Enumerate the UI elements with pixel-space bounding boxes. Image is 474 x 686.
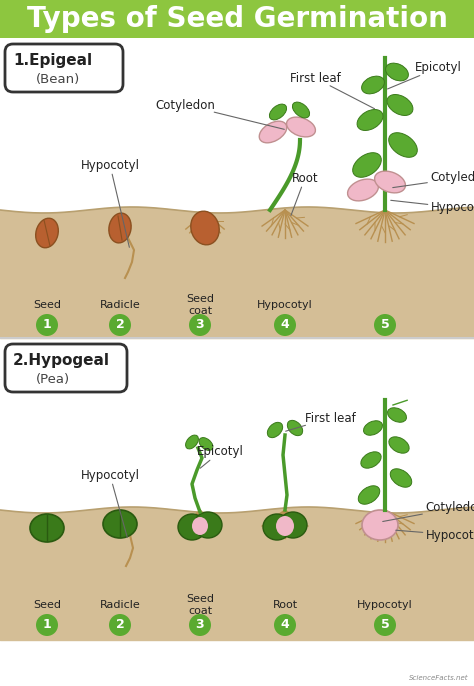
Text: Epicotyl: Epicotyl (388, 62, 461, 89)
Ellipse shape (357, 110, 383, 130)
Text: Root: Root (291, 172, 319, 215)
Circle shape (374, 314, 396, 336)
Bar (0, 38, 474, 338)
Circle shape (36, 614, 58, 636)
Ellipse shape (287, 117, 315, 137)
Ellipse shape (387, 95, 413, 115)
Ellipse shape (263, 514, 291, 540)
Ellipse shape (390, 469, 412, 487)
Text: 5: 5 (381, 619, 389, 632)
Ellipse shape (347, 179, 378, 201)
Text: First leaf: First leaf (286, 412, 356, 431)
Bar (0, 390, 474, 686)
Ellipse shape (358, 486, 380, 504)
Bar (0, 338, 474, 390)
Text: Hypocotyl: Hypocotyl (257, 300, 313, 310)
Ellipse shape (103, 510, 137, 538)
Ellipse shape (178, 514, 206, 540)
FancyBboxPatch shape (5, 44, 123, 92)
Ellipse shape (353, 153, 381, 177)
FancyBboxPatch shape (5, 344, 127, 392)
Text: Seed: Seed (33, 300, 61, 310)
Text: Hypocotyl: Hypocotyl (81, 158, 139, 247)
Ellipse shape (386, 63, 409, 81)
Circle shape (36, 314, 58, 336)
Circle shape (189, 614, 211, 636)
Text: 3: 3 (196, 318, 204, 331)
Ellipse shape (389, 437, 409, 453)
Text: 2: 2 (116, 619, 124, 632)
Ellipse shape (259, 121, 287, 143)
Text: Radicle: Radicle (100, 600, 140, 610)
Text: ScienceFacts.net: ScienceFacts.net (409, 675, 468, 681)
Circle shape (109, 314, 131, 336)
Text: 1: 1 (43, 318, 51, 331)
Text: (Bean): (Bean) (36, 73, 80, 86)
Circle shape (109, 614, 131, 636)
Text: Seed: Seed (33, 600, 61, 610)
Ellipse shape (267, 423, 283, 438)
Circle shape (374, 614, 396, 636)
Text: 1.Epigeal: 1.Epigeal (13, 53, 92, 67)
Text: Hypocotyl: Hypocotyl (396, 528, 474, 541)
Text: 2: 2 (116, 318, 124, 331)
Text: 5: 5 (381, 318, 389, 331)
Text: 2.Hypogeal: 2.Hypogeal (13, 353, 110, 368)
Ellipse shape (109, 213, 131, 243)
Text: Radicle: Radicle (100, 300, 140, 310)
Ellipse shape (389, 132, 417, 157)
Circle shape (274, 614, 296, 636)
Ellipse shape (199, 438, 213, 451)
Text: First leaf: First leaf (290, 71, 374, 108)
Text: Root: Root (273, 600, 298, 610)
Text: Cotyledon: Cotyledon (155, 99, 284, 130)
Ellipse shape (287, 421, 302, 436)
Text: 1: 1 (43, 619, 51, 632)
Text: Types of Seed Germination: Types of Seed Germination (27, 5, 447, 33)
Ellipse shape (364, 421, 383, 435)
Text: Hypocotyl: Hypocotyl (391, 200, 474, 215)
Ellipse shape (276, 516, 294, 536)
Text: 4: 4 (281, 318, 289, 331)
Text: Cotyledon: Cotyledon (393, 172, 474, 187)
Ellipse shape (36, 218, 58, 248)
Ellipse shape (292, 102, 310, 118)
Ellipse shape (374, 171, 405, 193)
Bar (0, 0, 474, 38)
Ellipse shape (362, 510, 398, 540)
Text: Seed
coat: Seed coat (186, 294, 214, 316)
Text: Epicotyl: Epicotyl (197, 445, 244, 469)
Circle shape (189, 314, 211, 336)
Text: Cotyledon: Cotyledon (383, 501, 474, 521)
Text: Seed
coat: Seed coat (186, 594, 214, 616)
Circle shape (274, 314, 296, 336)
Ellipse shape (269, 104, 287, 120)
Text: (Pea): (Pea) (36, 373, 70, 386)
Ellipse shape (194, 512, 222, 538)
Ellipse shape (388, 407, 407, 423)
Ellipse shape (279, 512, 307, 538)
Ellipse shape (361, 452, 381, 468)
Ellipse shape (192, 517, 208, 535)
Ellipse shape (186, 435, 199, 449)
Ellipse shape (191, 211, 219, 245)
Text: 4: 4 (281, 619, 289, 632)
Ellipse shape (30, 514, 64, 542)
Text: Hypocotyl: Hypocotyl (81, 469, 139, 537)
Text: Hypocotyl: Hypocotyl (357, 600, 413, 610)
Ellipse shape (362, 76, 384, 94)
Text: 3: 3 (196, 619, 204, 632)
